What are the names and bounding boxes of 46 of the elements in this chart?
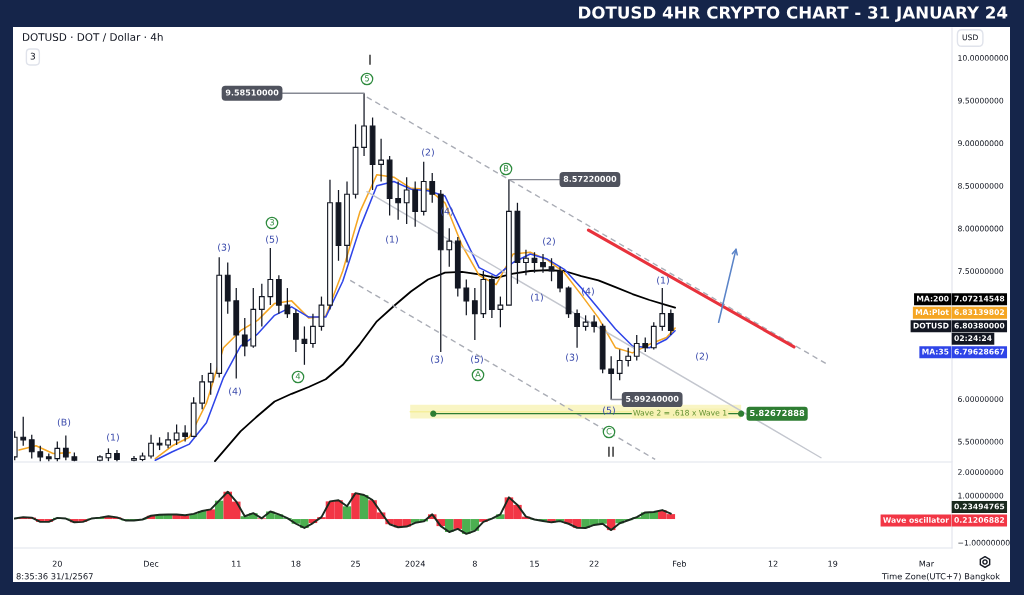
- annotation: (2): [696, 352, 708, 361]
- annotation: (2): [422, 148, 434, 157]
- annotation: (4): [441, 207, 453, 216]
- annotation: II: [608, 446, 614, 457]
- chart-title: DOTUSD 4HR CRYPTO CHART - 31 JANUARY 24: [579, 6, 1008, 22]
- annotation: 3: [269, 219, 274, 226]
- text: Time Zone(UTC+7) Bangkok: [881, 572, 1000, 582]
- chart-subtitle: DOTUSD · DOT / Dollar · 4h: [23, 32, 163, 42]
- annotation: C: [606, 428, 612, 435]
- x-tick-label: 12: [768, 560, 778, 567]
- annotation: (2): [543, 237, 555, 246]
- annotation: (3): [218, 243, 230, 252]
- x-tick-label: 18: [291, 560, 301, 567]
- x-tick-label: 11: [232, 560, 241, 567]
- x-tick-label: Mar: [919, 560, 935, 567]
- x-tick-label: 2024: [405, 560, 425, 567]
- x-tick-label: 25: [351, 560, 360, 567]
- annotation: (1): [657, 276, 669, 285]
- annotation: A: [475, 371, 481, 378]
- x-tick-label: 22: [589, 560, 599, 567]
- annotation: (3): [566, 353, 578, 362]
- data-label: 5.82672888: [750, 409, 805, 417]
- annotation: (1): [107, 433, 119, 442]
- annotation: (1): [386, 235, 398, 244]
- annotation: (5): [603, 406, 615, 415]
- annotation: 4: [295, 373, 301, 380]
- annotation: (B): [57, 418, 71, 427]
- text: 8:35:36 31/1/2567: [16, 573, 93, 581]
- annotation: B: [503, 165, 509, 172]
- annotation: 9.58510000: [225, 89, 279, 96]
- annotation: I: [369, 54, 371, 65]
- annotation: (4): [229, 387, 241, 396]
- annotation: (5): [266, 235, 278, 244]
- annotation: 3: [30, 52, 36, 60]
- annotation: 5.99240000: [626, 395, 679, 402]
- annotation: 5: [364, 75, 369, 82]
- x-tick-label: 20: [52, 560, 62, 567]
- annotation: (3): [431, 355, 443, 364]
- x-tick-label: 8: [472, 560, 477, 567]
- annotation: (1): [531, 293, 543, 302]
- annotation: 8.57220000: [563, 175, 617, 182]
- x-tick-label: 19: [828, 560, 838, 567]
- annotation: (5): [471, 355, 483, 364]
- x-tick-label: Dec: [144, 560, 159, 567]
- x-tick-label: 15: [530, 560, 539, 567]
- x-tick-label: Feb: [672, 560, 687, 567]
